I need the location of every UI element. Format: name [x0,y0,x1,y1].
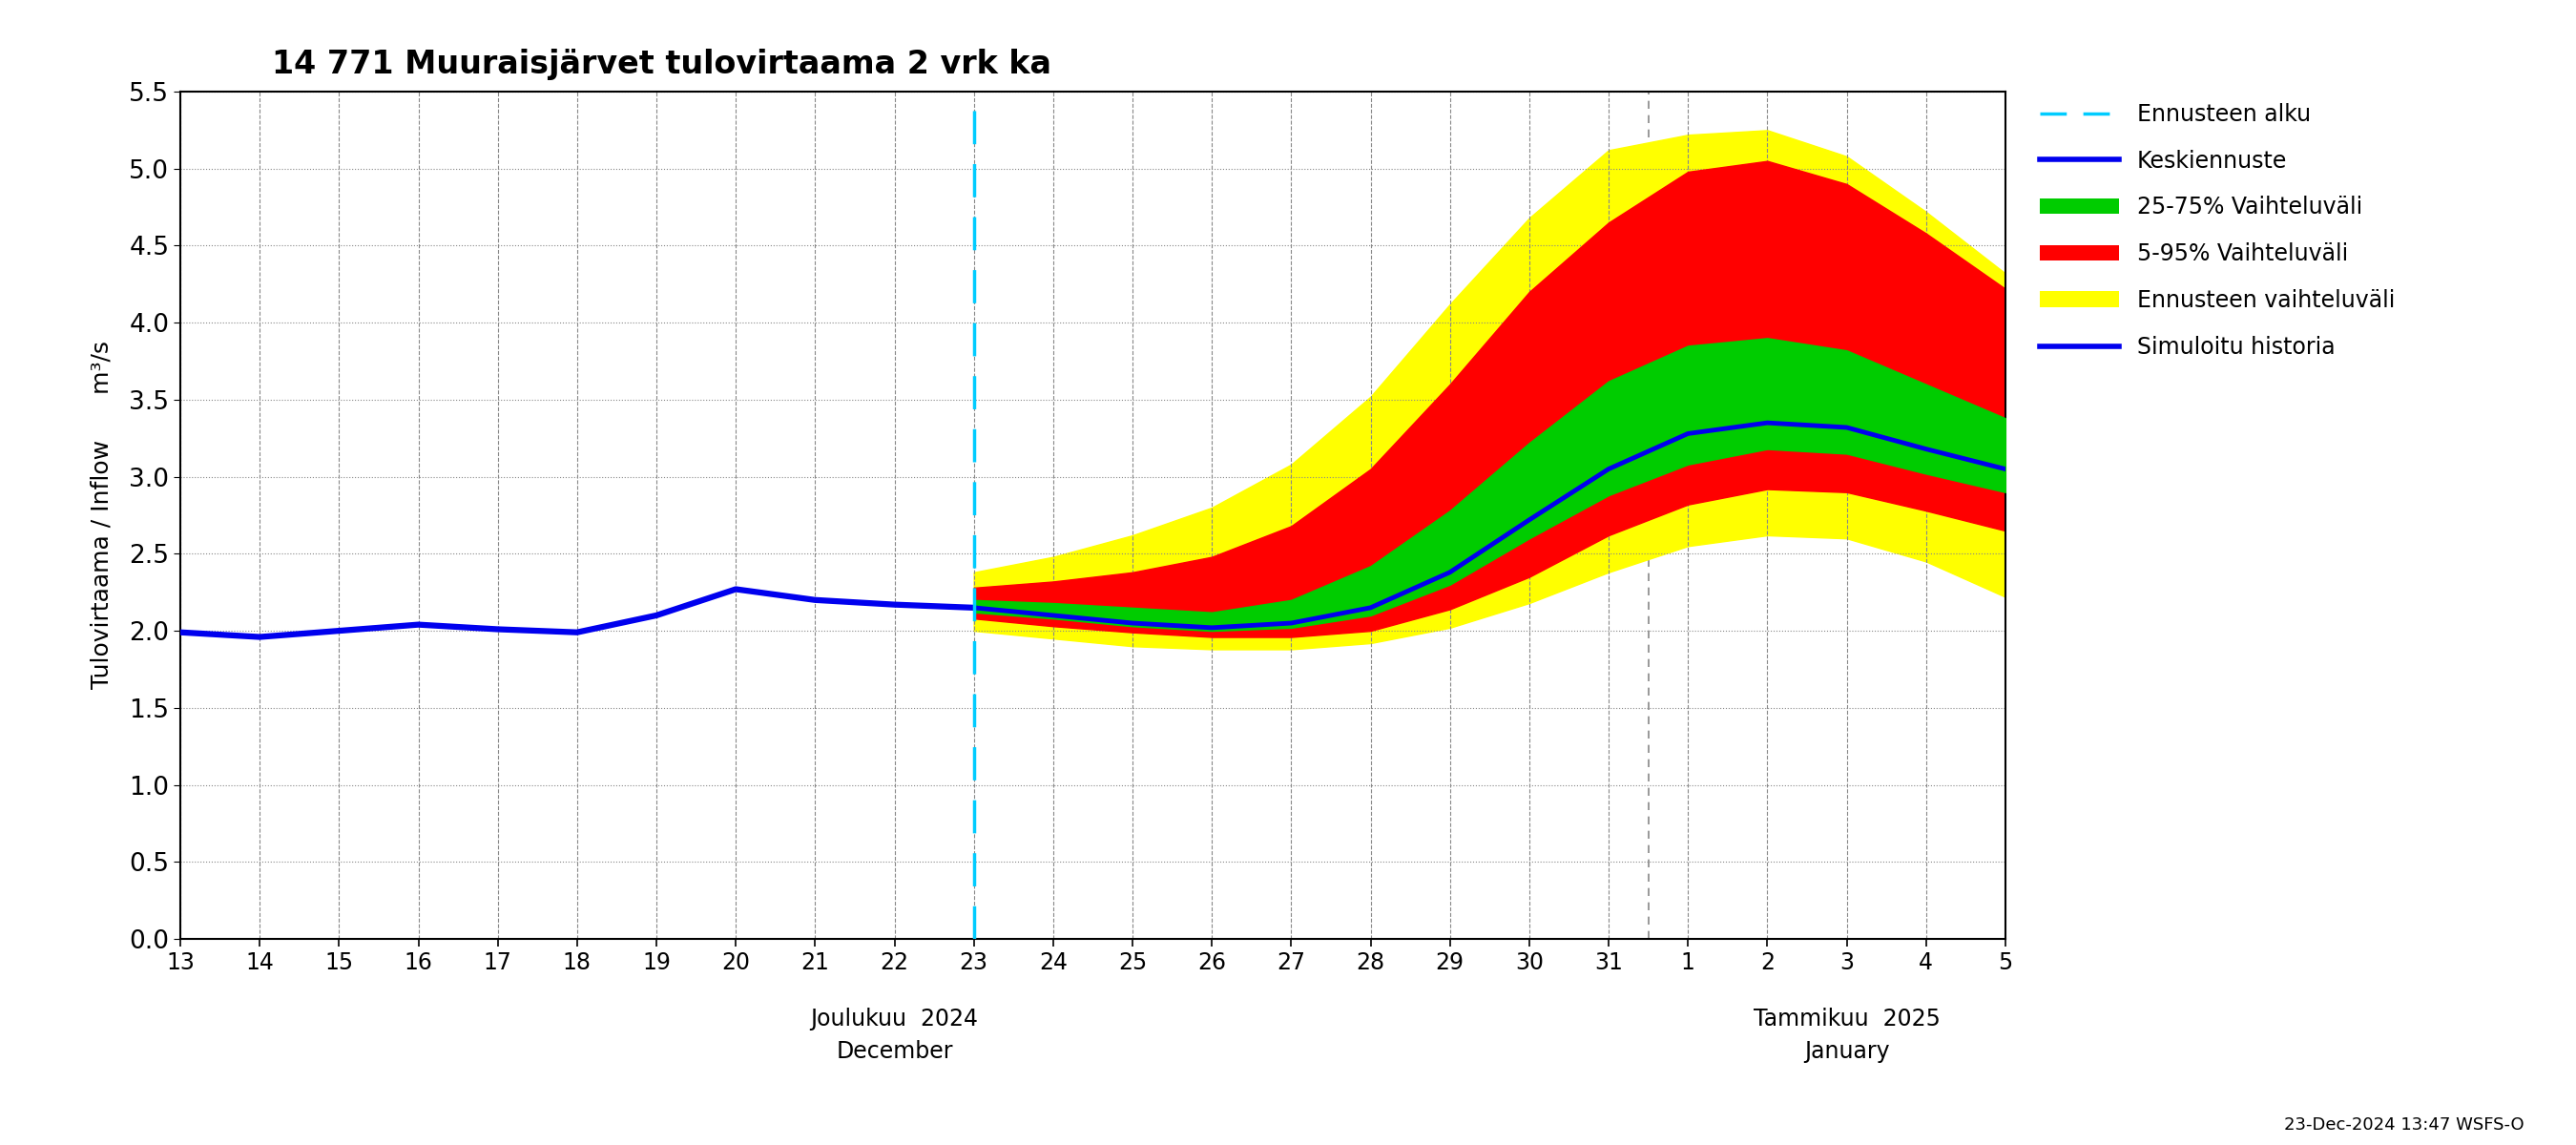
Text: Tammikuu  2025: Tammikuu 2025 [1754,1008,1940,1030]
Text: December: December [837,1040,953,1063]
Y-axis label: Tulovirtaama / Inflow      m³/s: Tulovirtaama / Inflow m³/s [90,341,113,689]
Text: Joulukuu  2024: Joulukuu 2024 [811,1008,979,1030]
Text: January: January [1803,1040,1888,1063]
Text: 23-Dec-2024 13:47 WSFS-O: 23-Dec-2024 13:47 WSFS-O [2285,1116,2524,1134]
Text: 14 771 Muuraisjärvet tulovirtaama 2 vrk ka: 14 771 Muuraisjärvet tulovirtaama 2 vrk … [270,48,1051,80]
Legend: Ennusteen alku, Keskiennuste, 25-75% Vaihteluväli, 5-95% Vaihteluväli, Ennusteen: Ennusteen alku, Keskiennuste, 25-75% Vai… [2040,103,2396,358]
